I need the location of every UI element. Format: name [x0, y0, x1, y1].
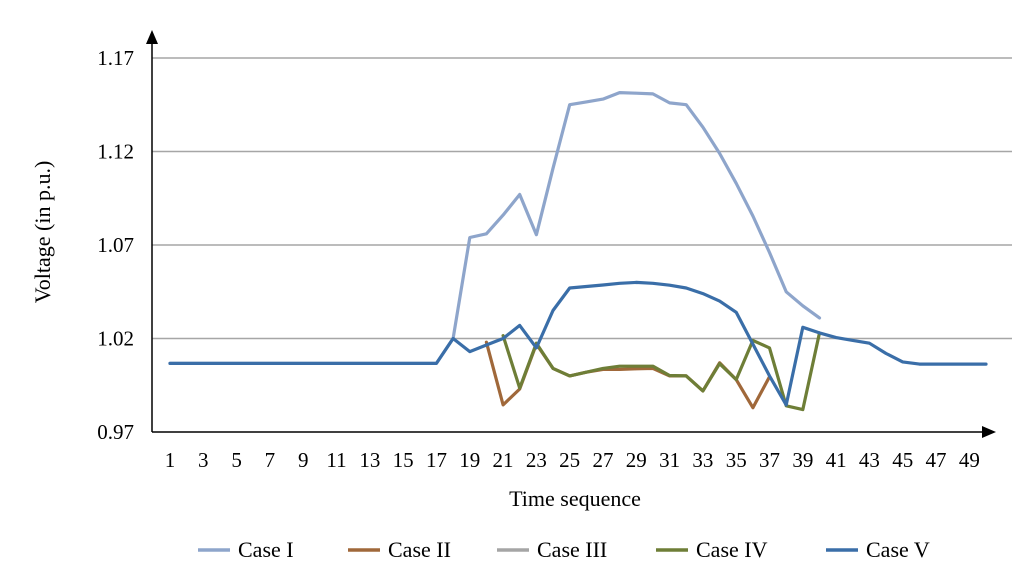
- x-tick-label: 29: [626, 448, 647, 472]
- x-tick-label: 49: [959, 448, 980, 472]
- x-tick-label: 3: [198, 448, 209, 472]
- y-tick-label: 0.97: [97, 420, 134, 444]
- x-tick-label: 43: [859, 448, 880, 472]
- x-axis-arrow: [982, 426, 996, 438]
- x-tick-label: 47: [926, 448, 947, 472]
- x-tick-label: 13: [359, 448, 380, 472]
- legend-label: Case I: [238, 537, 294, 562]
- y-tick-label: 1.07: [97, 233, 134, 257]
- series-line-case-iv: [501, 331, 822, 412]
- series-line-case-ii: [484, 340, 772, 410]
- x-tick-label: 1: [165, 448, 176, 472]
- x-tick-label: 25: [559, 448, 580, 472]
- legend-label: Case IV: [696, 537, 768, 562]
- x-tick-label: 33: [692, 448, 713, 472]
- y-tick-labels: 0.97 1.02 1.07 1.12 1.17: [97, 46, 134, 444]
- x-tick-label: 41: [826, 448, 847, 472]
- x-tick-label: 9: [298, 448, 309, 472]
- x-tick-labels: 1 3 5 7 9 11 13 15 17 19 21 23 25 27 29 31 33 35 37 39 41 43 4…: [165, 448, 980, 472]
- x-tick-label: 5: [231, 448, 242, 472]
- x-tick-label: 27: [592, 448, 613, 472]
- x-tick-label: 21: [493, 448, 514, 472]
- y-axis-arrow: [146, 30, 158, 44]
- legend-label: Case II: [388, 537, 451, 562]
- grid-lines: [152, 57, 1012, 340]
- series-line-case-v: [168, 280, 988, 407]
- x-tick-label: 35: [726, 448, 747, 472]
- series-line-case-i: [168, 90, 822, 365]
- x-tick-label: 45: [892, 448, 913, 472]
- x-tick-label: 39: [792, 448, 813, 472]
- x-tick-label: 19: [459, 448, 480, 472]
- legend: Case I Case II Case III Case IV Case V: [198, 537, 930, 562]
- x-tick-label: 17: [426, 448, 447, 472]
- x-tick-label: 15: [393, 448, 414, 472]
- x-tick-label: 11: [326, 448, 346, 472]
- y-axis-title: Voltage (in p.u.): [30, 161, 55, 304]
- y-tick-label: 1.02: [97, 327, 134, 351]
- x-tick-label: 37: [759, 448, 780, 472]
- x-tick-label: 23: [526, 448, 547, 472]
- y-tick-label: 1.12: [97, 140, 134, 164]
- y-tick-label: 1.17: [97, 46, 134, 70]
- x-axis-title: Time sequence: [509, 486, 641, 511]
- x-tick-label: 31: [659, 448, 680, 472]
- legend-label: Case III: [537, 537, 607, 562]
- legend-label: Case V: [866, 537, 930, 562]
- series-lines: [168, 90, 988, 412]
- x-tick-label: 7: [265, 448, 276, 472]
